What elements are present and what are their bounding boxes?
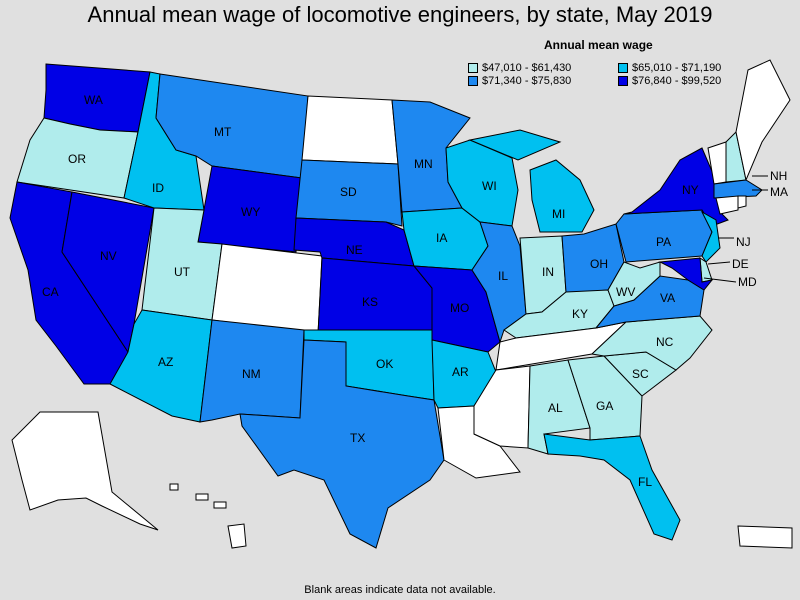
label-fl: FL: [638, 475, 652, 489]
legend-swatch: [618, 76, 628, 86]
legend-swatch: [468, 63, 478, 73]
legend-label: $47,010 - $61,430: [482, 62, 572, 74]
label-ne: NE: [346, 243, 363, 257]
label-ma: MA: [770, 185, 788, 199]
label-mn: MN: [414, 157, 433, 171]
label-ny: NY: [682, 183, 699, 197]
label-or: OR: [68, 152, 86, 166]
label-pa: PA: [656, 235, 671, 249]
label-nj: NJ: [736, 235, 751, 249]
legend-label: $65,010 - $71,190: [632, 62, 722, 74]
legend-title: Annual mean wage: [544, 38, 653, 52]
label-nh: NH: [770, 169, 787, 183]
state-il[interactable]: [471, 221, 527, 344]
state-co[interactable]: [211, 243, 323, 335]
label-sd: SD: [340, 185, 357, 199]
label-ok: OK: [376, 357, 393, 371]
callout-lines: [703, 175, 768, 283]
label-mo: MO: [450, 301, 469, 315]
label-in: IN: [542, 265, 554, 279]
label-wy: WY: [241, 205, 260, 219]
label-ks: KS: [362, 295, 378, 309]
state-mi[interactable]: [468, 129, 595, 233]
legend-swatch: [618, 63, 628, 73]
label-de: DE: [732, 257, 749, 271]
state-sd[interactable]: [295, 159, 403, 227]
label-md: MD: [738, 275, 757, 289]
label-nc: NC: [656, 335, 674, 349]
legend-item-tier-4: $76,840 - $99,520: [618, 75, 768, 87]
label-ga: GA: [596, 399, 613, 413]
state-pr[interactable]: [737, 525, 793, 549]
state-labels: WA OR CA NV ID MT WY UT AZ NM SD NE KS O…: [42, 93, 788, 489]
label-al: AL: [548, 401, 563, 415]
state-wv[interactable]: [607, 261, 661, 307]
state-tx[interactable]: [239, 339, 445, 549]
state-ct[interactable]: [715, 195, 739, 215]
legend-item-tier-3: $71,340 - $75,830: [468, 75, 618, 87]
legend-item-tier-1: $47,010 - $61,430: [468, 62, 618, 74]
label-va: VA: [660, 291, 675, 305]
legend-item-tier-2: $65,010 - $71,190: [618, 62, 768, 74]
label-mt: MT: [214, 125, 232, 139]
label-ky: KY: [572, 307, 588, 321]
label-il: IL: [498, 269, 508, 283]
state-ma[interactable]: [713, 179, 763, 199]
page-title: Annual mean wage of locomotive engineers…: [87, 2, 713, 27]
label-id: ID: [152, 181, 164, 195]
label-az: AZ: [158, 355, 173, 369]
footnote: Blank areas indicate data not available.: [304, 584, 496, 596]
state-ri[interactable]: [737, 195, 747, 209]
legend-label: $76,840 - $99,520: [632, 75, 722, 87]
label-sc: SC: [632, 367, 649, 381]
label-wa: WA: [84, 93, 103, 107]
state-nd[interactable]: [301, 95, 399, 165]
label-wv: WV: [616, 285, 635, 299]
state-ak[interactable]: [11, 411, 159, 531]
label-ca: CA: [42, 285, 59, 299]
label-wi: WI: [482, 179, 497, 193]
legend-swatch: [468, 76, 478, 86]
legend-label: $71,340 - $75,830: [482, 75, 572, 87]
label-tx: TX: [350, 431, 365, 445]
label-oh: OH: [590, 257, 608, 271]
label-ar: AR: [452, 365, 469, 379]
label-ia: IA: [436, 231, 447, 245]
label-mi: MI: [552, 207, 565, 221]
state-md[interactable]: [658, 257, 714, 291]
label-nv: NV: [100, 249, 117, 263]
label-nm: NM: [242, 367, 261, 381]
legend: Annual mean wage $47,010 - $61,430 $65,0…: [468, 38, 788, 87]
label-ut: UT: [174, 265, 191, 279]
state-fl[interactable]: [543, 433, 681, 541]
state-hi[interactable]: [169, 483, 247, 549]
